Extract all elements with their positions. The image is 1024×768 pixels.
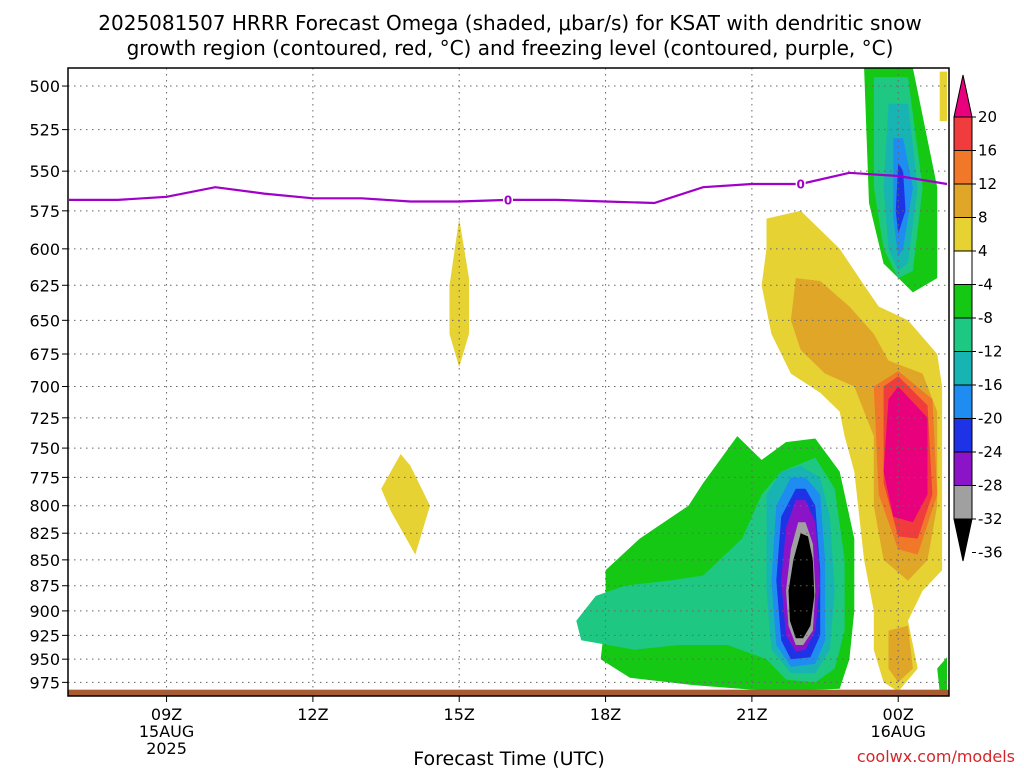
y-tick-label: 650 — [29, 311, 60, 330]
colorbar-segment — [953, 451, 973, 486]
colorbar-label: -28 — [978, 477, 1003, 495]
y-tick-label: 925 — [29, 626, 60, 645]
colorbar-label: 8 — [978, 209, 988, 227]
freezing-level: 00 — [69, 171, 948, 207]
x-tick-label: 15Z — [444, 705, 475, 724]
y-tick-label: 825 — [29, 524, 60, 543]
chart-title-line-2: growth region (contoured, red, °C) and f… — [127, 36, 894, 60]
y-tick-label: 750 — [29, 439, 60, 458]
ground-strip — [68, 689, 949, 696]
colorbar-segment — [953, 217, 973, 252]
region-positive-edge-top — [939, 71, 947, 122]
y-tick-label: 525 — [29, 121, 60, 140]
ground-layer — [68, 689, 949, 696]
region-negative-20-24-upper — [895, 163, 906, 234]
x-tick-label: 15AUG — [139, 722, 194, 741]
colorbar-top-arrow — [953, 74, 973, 118]
freezing-level-label-bg — [795, 177, 806, 192]
colorbar-label: 12 — [978, 175, 997, 193]
colorbar-segment — [953, 418, 973, 453]
colorbar-label: -24 — [978, 443, 1003, 461]
colorbar-label: 16 — [978, 142, 997, 160]
plot-frame — [67, 67, 950, 697]
colorbar: 20 16 12 8 4 -4 -8 -12 -16 -20 -24 -28 -32 -36 — [953, 74, 1003, 562]
grid-lines — [68, 68, 949, 696]
y-tick-label: 875 — [29, 577, 60, 596]
y-tick-label: 950 — [29, 650, 60, 669]
y-tick-label: 675 — [29, 345, 60, 364]
freezing-level-label: 0 — [504, 193, 512, 207]
x-tick-label: 16AUG — [871, 722, 926, 741]
y-tick-label: 625 — [29, 276, 60, 295]
x-tick-label: 21Z — [736, 705, 767, 724]
colorbar-label: 4 — [978, 242, 988, 260]
colorbar-label: -4 — [978, 276, 993, 294]
colorbar-label: -12 — [978, 343, 1003, 361]
y-tick-label: 700 — [29, 377, 60, 396]
y-tick-label: 800 — [29, 497, 60, 516]
plot-regions — [381, 68, 947, 692]
x-axis-label: Forecast Time (UTC) — [413, 748, 604, 768]
credit-text: coolwx.com/models — [857, 747, 1015, 766]
colorbar-segment — [953, 250, 973, 285]
chart-title-line-1: 2025081507 HRRR Forecast Omega (shaded, … — [98, 11, 921, 35]
colorbar-segment — [953, 150, 973, 185]
colorbar-segment — [953, 384, 973, 419]
y-tick-label: 850 — [29, 551, 60, 570]
x-tick-label: 18Z — [590, 705, 621, 724]
region-positive-blip-15z — [449, 218, 469, 368]
colorbar-label: -16 — [978, 376, 1003, 394]
x-tick-label: 00Z — [883, 705, 914, 724]
colorbar-bottom-arrow — [953, 518, 973, 562]
x-tick-label: 2025 — [146, 739, 187, 758]
colorbar-segment — [953, 183, 973, 218]
colorbar-label: -20 — [978, 410, 1003, 428]
colorbar-segment — [953, 351, 973, 386]
y-tick-label: 975 — [29, 673, 60, 692]
colorbar-segment — [953, 116, 973, 151]
colorbar-label: -32 — [978, 510, 1003, 528]
region-positive-8-12-low — [888, 625, 913, 683]
colorbar-label: 20 — [978, 108, 997, 126]
y-tick-label: 725 — [29, 409, 60, 428]
y-tick-label: 550 — [29, 162, 60, 181]
freezing-level-label: 0 — [796, 178, 804, 192]
y-tick-label: 500 — [29, 77, 60, 96]
y-tick-label: 600 — [29, 240, 60, 259]
colorbar-label: -36 — [978, 544, 1003, 562]
y-tick-label: 575 — [29, 202, 60, 221]
x-tick-label: 09Z — [151, 705, 182, 724]
colorbar-segment — [953, 485, 973, 520]
y-axis-ticks: 500 525 550 575 600 625 650 675 700 725 750 775 800 8… — [29, 77, 68, 692]
y-tick-label: 775 — [29, 468, 60, 487]
x-tick-label: 12Z — [297, 705, 328, 724]
y-tick-label: 900 — [29, 602, 60, 621]
colorbar-label: -8 — [978, 309, 993, 327]
freezing-level-label-bg — [503, 192, 513, 207]
colorbar-segment — [953, 284, 973, 319]
region-positive-blip-14z — [381, 454, 430, 555]
region-negative-edge-bottom — [937, 657, 947, 692]
region-positive-20-plus — [883, 386, 928, 523]
colorbar-segment — [953, 317, 973, 352]
